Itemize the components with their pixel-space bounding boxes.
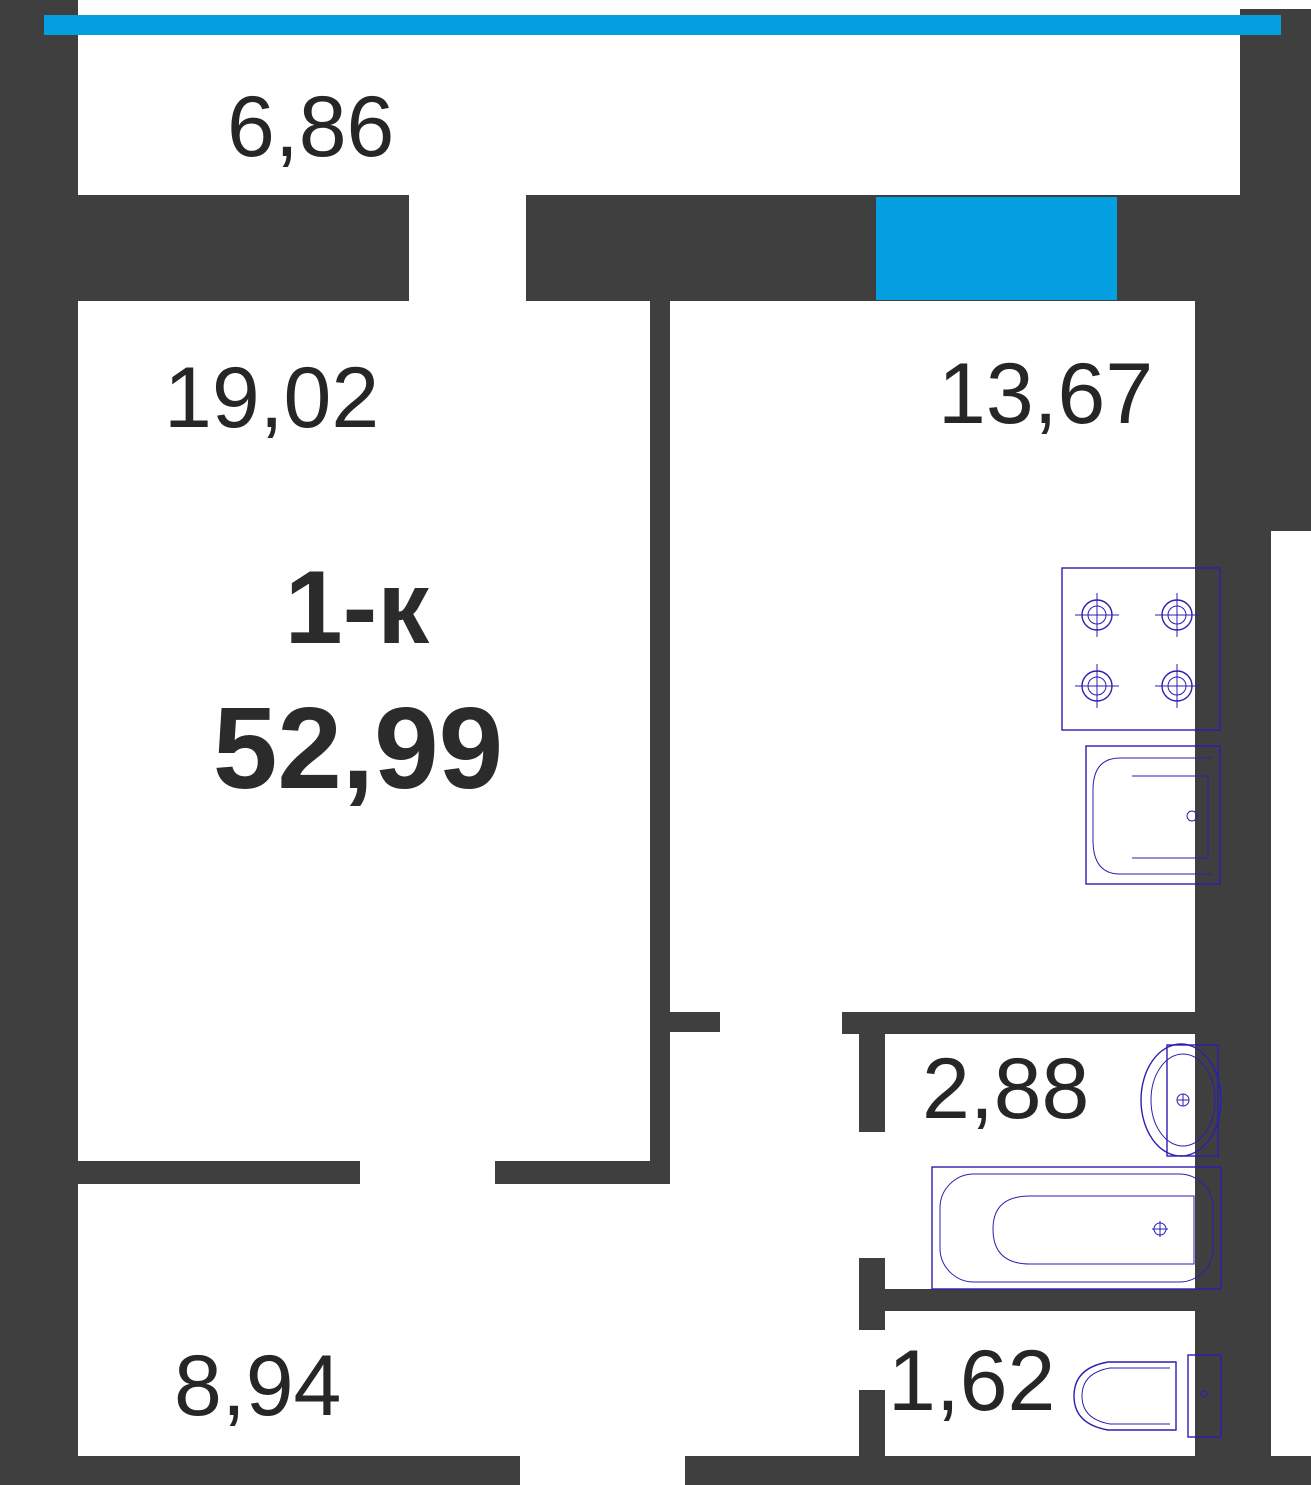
wall-kitchen-bath: [842, 1012, 1202, 1034]
bathroom-area: 2,88: [922, 1041, 1089, 1137]
kitchen-window: [876, 197, 1117, 300]
balcony-area: 6,86: [227, 79, 394, 175]
washbasin-icon: [1140, 1043, 1222, 1157]
balcony-glazing: [44, 15, 1281, 35]
wall-living-bottom-left: [78, 1161, 360, 1184]
wall-bath-left: [859, 1034, 885, 1132]
wall-living-kitchen: [650, 300, 670, 1184]
stove-icon: [1061, 567, 1221, 731]
apartment-total-area: 52,99: [213, 683, 503, 813]
toilet-area: 1,62: [888, 1333, 1055, 1429]
wall-kitchen-stub: [650, 1012, 720, 1032]
sink-icon: [1085, 745, 1221, 885]
burner: [1075, 593, 1119, 637]
living-room-area: 19,02: [164, 350, 379, 446]
kitchen-area: 13,67: [938, 346, 1153, 442]
hallway-area: 8,94: [174, 1338, 341, 1434]
wall-bottom-left: [0, 1456, 520, 1485]
toilet-icon: [1073, 1354, 1222, 1438]
glazing: [44, 15, 1281, 300]
apartment-type: 1-к: [285, 550, 430, 666]
burner: [1075, 664, 1119, 708]
room-labels: 6,86 19,02 13,67 2,88 1,62 8,94 1-к 52,9…: [164, 79, 1153, 1434]
burner: [1155, 593, 1199, 637]
bathtub-icon: [931, 1166, 1222, 1290]
wall-living-bottom-right: [495, 1161, 670, 1184]
wall-bath-toilet: [859, 1289, 1199, 1311]
burner: [1155, 664, 1199, 708]
wall-right-outer: [1195, 300, 1271, 1485]
wall-bottom-right: [685, 1456, 1311, 1485]
wall-balcony-left-segment: [0, 195, 409, 301]
